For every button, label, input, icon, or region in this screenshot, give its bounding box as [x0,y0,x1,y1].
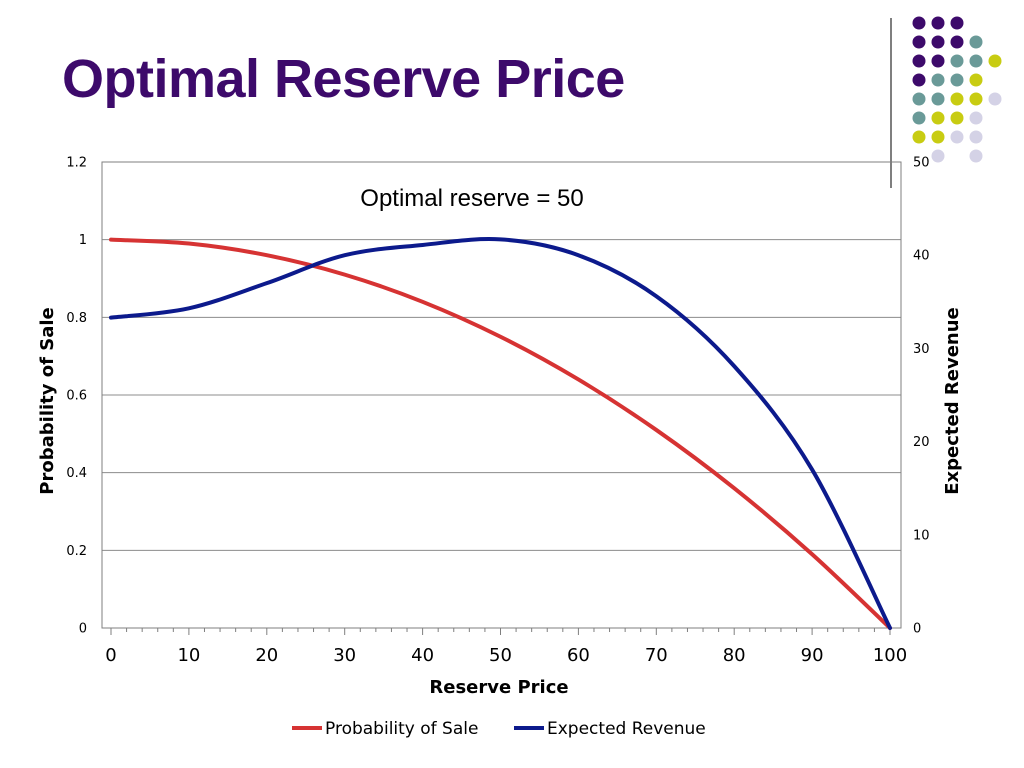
decorative-dot [950,111,964,125]
y-right-tick-label: 50 [913,156,930,171]
y-axis-right: 0 10 20 30 40 50 [913,156,930,637]
decorative-dot [912,16,926,30]
y-right-tick-label: 40 [913,249,930,264]
decorative-dot [912,111,926,125]
legend-label: Probability of Sale [325,719,478,739]
decorative-dot [912,54,926,68]
legend: Probability of Sale Expected Revenue [292,719,706,739]
decorative-dot [931,35,945,49]
decorative-dot [931,54,945,68]
decorative-dot [950,92,964,106]
y-right-tick-label: 10 [913,528,930,543]
decorative-dot [950,130,964,144]
y-left-tick-label: 0.4 [66,466,87,481]
y-left-tick-label: 0.8 [66,311,87,326]
decorative-dot [912,35,926,49]
decorative-dot [912,73,926,87]
decorative-dot [950,16,964,30]
decorative-dot [950,73,964,87]
y-right-tick-label: 20 [913,435,930,450]
decorative-dot [931,92,945,106]
y-right-tick-label: 30 [913,342,930,357]
series-line-2 [109,237,892,630]
x-axis: 0 10 20 30 40 50 60 70 80 90 100 [105,628,907,666]
decorative-dot [969,130,983,144]
decorative-dot [931,16,945,30]
decorative-dot [988,92,1002,106]
y-axis-right-title: Expected Revenue [942,307,963,494]
decorative-dot [950,35,964,49]
x-tick-label: 60 [567,645,590,666]
y-axis-left-title: Probability of Sale [37,307,58,494]
y-left-tick-label: 0.2 [66,544,87,559]
x-tick-label: 20 [255,645,278,666]
decorative-dot [969,111,983,125]
optimal-reserve-annotation: Optimal reserve = 50 [360,185,583,212]
x-tick-label: 50 [489,645,512,666]
decorative-dot [912,92,926,106]
y-right-tick-label: 0 [913,622,921,637]
decorative-dot [950,54,964,68]
y-axis-left: 0 0.2 0.4 0.6 0.8 1 1.2 [66,156,87,637]
x-axis-title: Reserve Price [429,677,568,698]
x-tick-label: 100 [873,645,907,666]
x-tick-label: 0 [105,645,116,666]
y-left-tick-label: 1 [79,233,87,248]
x-tick-label: 80 [723,645,746,666]
decorative-dot [969,73,983,87]
x-tick-label: 40 [411,645,434,666]
series-line-1 [109,237,892,630]
decorative-dot [931,73,945,87]
decorative-dot [931,111,945,125]
y-left-tick-label: 1.2 [66,156,87,171]
legend-label: Expected Revenue [547,719,706,739]
decorative-dot [969,54,983,68]
page-title: Optimal Reserve Price [62,49,625,109]
x-tick-label: 90 [801,645,824,666]
series-lines [109,237,892,630]
gridlines [102,239,901,551]
decorative-dot [969,92,983,106]
decorative-dot [931,130,945,144]
decorative-dot-grid [912,16,1002,163]
y-left-tick-label: 0 [79,622,87,637]
decorative-dot [931,149,945,163]
x-tick-label: 30 [333,645,356,666]
decorative-dot [988,54,1002,68]
y-left-tick-label: 0.6 [66,389,87,404]
decorative-dot [912,130,926,144]
decorative-dot [969,149,983,163]
x-tick-label: 10 [177,645,200,666]
plot-area [101,161,902,629]
decorative-dot [969,35,983,49]
x-tick-label: 70 [645,645,668,666]
